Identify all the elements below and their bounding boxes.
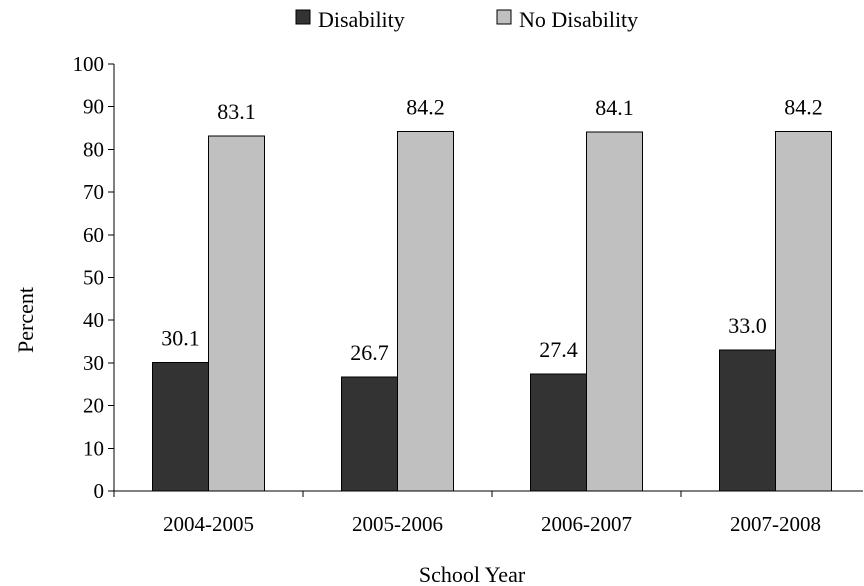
bars (152, 130, 832, 492)
legend-label: No Disability (519, 7, 638, 32)
y-tick-label: 50 (83, 266, 104, 290)
data-label: 30.1 (161, 325, 200, 350)
x-tick-label: 2007-2008 (730, 512, 821, 536)
y-tick-label: 80 (83, 137, 104, 161)
y-tick-label: 90 (83, 95, 104, 119)
data-label: 84.1 (595, 95, 634, 120)
bar-disability (719, 349, 776, 492)
y-tick-label: 10 (83, 436, 104, 460)
bar-disability (341, 376, 398, 492)
y-tick-label: 0 (94, 479, 105, 503)
data-label: 84.2 (784, 94, 823, 119)
x-axis: 2004-2005 2005-2006 2006-2007 2007-2008 (113, 490, 863, 536)
data-label: 84.2 (406, 94, 445, 119)
y-axis-title: Percent (13, 287, 38, 353)
y-tick-label: 60 (83, 223, 104, 247)
bar-no-disability (397, 130, 454, 492)
y-tick-label: 40 (83, 308, 104, 332)
legend-swatch (295, 9, 311, 25)
legend-swatch (496, 9, 512, 25)
x-axis-title: School Year (419, 562, 526, 586)
x-tick-label: 2004-2005 (163, 512, 254, 536)
bar-no-disability (586, 131, 643, 492)
y-tick-label: 20 (83, 394, 104, 418)
data-label: 26.7 (350, 340, 389, 365)
bar-disability (530, 373, 587, 492)
legend: Disability No Disability (295, 7, 638, 32)
bar-disability (152, 361, 209, 492)
data-labels: 30.1 83.1 26.7 84.2 27.4 84.1 33.0 84.2 (161, 94, 823, 365)
y-axis: 0 10 20 30 40 50 60 70 80 90 100 (73, 52, 115, 503)
data-label: 33.0 (728, 313, 767, 338)
x-tick-label: 2006-2007 (541, 512, 632, 536)
y-tick-label: 30 (83, 351, 104, 375)
bar-no-disability (775, 130, 832, 492)
data-label: 83.1 (217, 99, 256, 124)
data-label: 27.4 (539, 337, 578, 362)
x-tick-label: 2005-2006 (352, 512, 443, 536)
legend-label: Disability (318, 7, 405, 32)
y-tick-label: 70 (83, 180, 104, 204)
bar-no-disability (208, 135, 265, 492)
y-tick-label: 100 (73, 52, 105, 76)
